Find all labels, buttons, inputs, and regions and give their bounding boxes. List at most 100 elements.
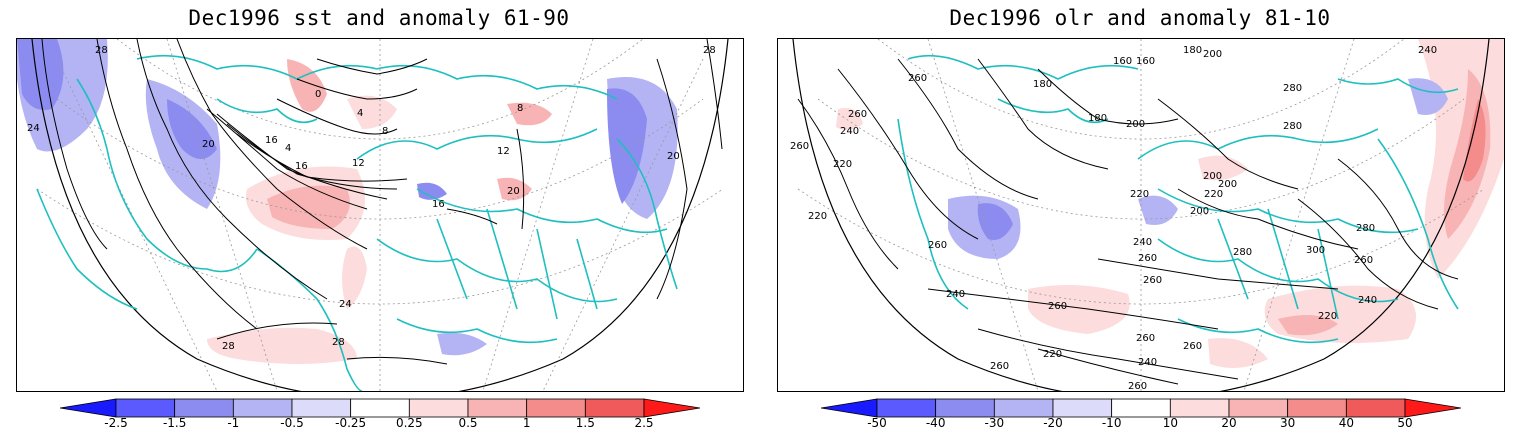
olr-contour-label: 240 [1418,45,1437,56]
sst-colorbar-extend-high [643,398,700,418]
olr-colorbar-bin [1345,398,1406,418]
olr-map-title: Dec1996 olr and anomaly 81-10 [949,6,1331,30]
olr-contour-label: 260 [1354,255,1373,266]
olr-contour-label: 260 [1136,333,1155,344]
sst-colorbar-tick-label: 1.5 [575,416,595,430]
sst-contour-label: 28 [332,337,345,348]
sst-colorbar-bin [115,398,176,418]
sst-colorbar-tick-label: 2.5 [634,416,654,430]
sst-colorbar-tick-label: -0.25 [335,416,367,430]
olr-colorbar-tick-label: 40 [1338,416,1354,430]
sst-contour-label: 20 [202,139,215,150]
olr-contour-label: 240 [946,289,965,300]
sst-contour-label: 4 [285,143,291,154]
olr-contour-labels: 260 260 240 220 220 260 180 160 160 180 … [790,45,1437,391]
olr-contour-label: 260 [790,141,809,152]
olr-colorbar-extend-low [821,398,878,418]
olr-contour-label: 260 [908,73,927,84]
olr-colorbar-tick-label: 20 [1221,416,1237,430]
olr-panel: Dec1996 olr and anomaly 81-10 [775,0,1505,430]
olr-contour-label: 240 [840,126,859,137]
olr-contour-label: 200 [1190,206,1209,217]
sst-colorbar-graphic [60,398,700,418]
sst-contour-label: 24 [339,299,352,310]
olr-contour-label: 260 [1143,275,1162,286]
sst-contour-labels: 28 24 20 16 12 8 4 4 0 20 16 12 8 24 28 … [27,45,716,352]
sst-domain-boundary [31,39,729,391]
olr-contour-label: 260 [1138,253,1157,264]
sst-colorbar-tick-label: 0.25 [395,416,423,430]
sst-colorbar [60,398,700,420]
olr-colorbar-bin [1228,398,1289,418]
olr-colorbar-tick-label: 10 [1162,416,1178,430]
sst-contour-label: 4 [357,108,363,119]
olr-contour-label: 280 [1233,247,1252,258]
olr-contour-label: 240 [1358,295,1377,306]
olr-contour-label: 240 [1133,237,1152,248]
olr-colorbar-graphic [821,398,1461,418]
olr-contour-label: 260 [990,361,1009,372]
olr-colorbar [821,398,1461,420]
sst-contour-label: 24 [27,123,40,134]
olr-anomaly-shading [836,39,1504,368]
olr-colorbar-bin [1169,398,1230,418]
sst-graticule [36,39,724,391]
sst-colorbar-bin [174,398,234,418]
olr-colorbar-bin [935,398,995,418]
olr-colorbar-tick-label: -20 [1043,416,1063,430]
olr-colorbar-bin [876,398,937,418]
olr-map-canvas: 260 260 240 220 220 260 180 160 160 180 … [790,39,1504,391]
sst-contour-label: 20 [507,186,520,197]
olr-contour-label: 220 [808,211,827,222]
olr-colorbar-tick-label: 30 [1280,416,1296,430]
olr-contour-label: 260 [928,240,947,251]
sst-map-canvas: 28 24 20 16 12 8 4 4 0 20 16 12 8 24 28 … [17,39,729,391]
olr-contour-label: 160 [1113,56,1132,67]
olr-contour-label: 260 [1048,301,1067,312]
sst-anomaly-shading [17,39,678,364]
sst-colorbar-bin [350,398,410,418]
sst-contour-label: 16 [265,135,278,146]
sst-colorbar-tick-label: -1.5 [162,416,187,430]
sst-colorbar-bin [232,398,293,418]
olr-contour-label: 200 [1203,171,1222,182]
olr-contour-label: 280 [1283,83,1302,94]
olr-contour-label: 200 [1126,119,1145,130]
olr-map: 260 260 240 220 220 260 180 160 160 180 … [777,38,1505,392]
olr-contour-label: 260 [1128,381,1147,391]
olr-contours [797,58,1459,385]
sst-contour-label: 28 [703,45,716,56]
olr-colorbar-bin [1052,398,1113,418]
sst-colorbar-bin [584,398,645,418]
olr-colorbar-tick-label: -40 [925,416,946,430]
olr-contour-label: 260 [1183,341,1202,352]
sst-map: 28 24 20 16 12 8 4 4 0 20 16 12 8 24 28 … [16,38,744,392]
sst-colorbar-tick-label: 1 [522,416,531,430]
olr-contour-label: 220 [1318,311,1337,322]
sst-colorbar-tick-label: -2.5 [104,416,128,430]
olr-contour-label: 180 [1088,113,1107,124]
sst-contour-label: 20 [667,151,680,162]
olr-contour-label: 200 [1203,49,1222,60]
olr-colorbar-bin [993,398,1054,418]
olr-colorbar-tick-label: -50 [867,416,887,430]
olr-contour-label: 280 [1283,121,1302,132]
olr-contour-label: 180 [1183,45,1202,56]
sst-colorbar-tick-label: 0.5 [458,416,478,430]
sst-contour-label: 28 [95,45,108,56]
sst-contour-label: 8 [517,103,523,114]
olr-contour-label: 260 [848,109,867,120]
olr-colorbar-bin [1111,398,1171,418]
sst-contour-label: 28 [222,341,235,352]
sst-colorbar-bin [526,398,586,418]
olr-contour-label: 200 [1218,179,1237,190]
olr-contour-label: 220 [1130,189,1149,200]
sst-panel: Dec1996 sst and anomaly 61-90 [14,0,744,430]
sst-contour-label: 12 [352,158,365,169]
olr-contour-label: 180 [1033,79,1052,90]
olr-colorbar-bin [1287,398,1347,418]
sst-contour-label: 12 [497,146,510,157]
sst-colorbar-tick-label: -1 [227,416,240,430]
sst-contours [41,39,723,365]
sst-colorbar-tick-label: -0.5 [280,416,304,430]
